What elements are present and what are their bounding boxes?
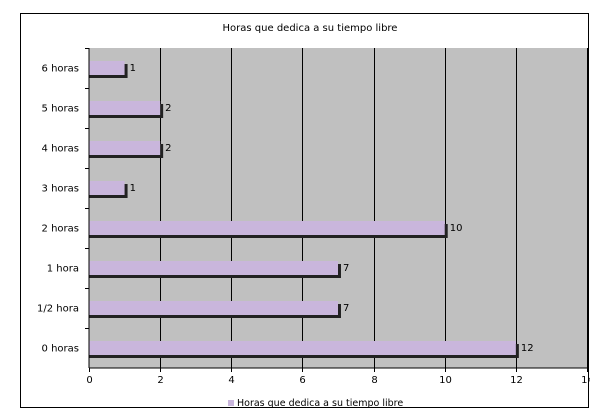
legend-label: Horas que dedica a su tiempo libre <box>237 398 403 409</box>
plot-area <box>89 48 587 368</box>
category-label: 0 horas <box>42 344 79 355</box>
x-tick-label: 10 <box>439 375 452 386</box>
bar <box>89 181 125 195</box>
x-tick-label: 14 <box>581 375 590 386</box>
data-label: 2 <box>165 103 171 114</box>
category-label: 5 horas <box>42 104 79 115</box>
data-label: 2 <box>165 143 171 154</box>
data-label: 7 <box>343 263 349 274</box>
data-label: 7 <box>343 303 349 314</box>
x-axis-labels: 0 2 4 6 8 10 12 14 <box>86 368 590 386</box>
x-tick-label: 12 <box>510 375 523 386</box>
legend: Horas que dedica a su tiempo libre <box>228 398 403 409</box>
chart-title: Horas que dedica a su tiempo libre <box>223 23 398 34</box>
bar <box>89 261 338 275</box>
bar <box>89 101 161 115</box>
data-label: 12 <box>521 343 534 354</box>
x-tick-label: 2 <box>157 375 163 386</box>
x-tick-label: 4 <box>228 375 234 386</box>
category-label: 2 horas <box>42 224 79 235</box>
bar <box>89 141 161 155</box>
x-tick-label: 6 <box>299 375 305 386</box>
category-label: 6 horas <box>42 64 79 75</box>
legend-swatch <box>228 400 234 406</box>
bar <box>89 221 445 235</box>
data-label: 10 <box>450 223 463 234</box>
data-label: 1 <box>130 63 136 74</box>
y-axis-labels: 6 horas 5 horas 4 horas 3 horas 2 horas 1 hor… <box>37 48 89 355</box>
bar <box>89 301 338 315</box>
x-tick-label: 0 <box>86 375 92 386</box>
category-label: 1 hora <box>47 264 79 275</box>
x-tick-label: 8 <box>371 375 377 386</box>
bar <box>89 341 516 355</box>
data-label: 1 <box>130 183 136 194</box>
category-label: 4 horas <box>42 144 79 155</box>
category-label: 1/2 hora <box>37 304 79 315</box>
bar <box>89 61 125 75</box>
category-label: 3 horas <box>42 184 79 195</box>
